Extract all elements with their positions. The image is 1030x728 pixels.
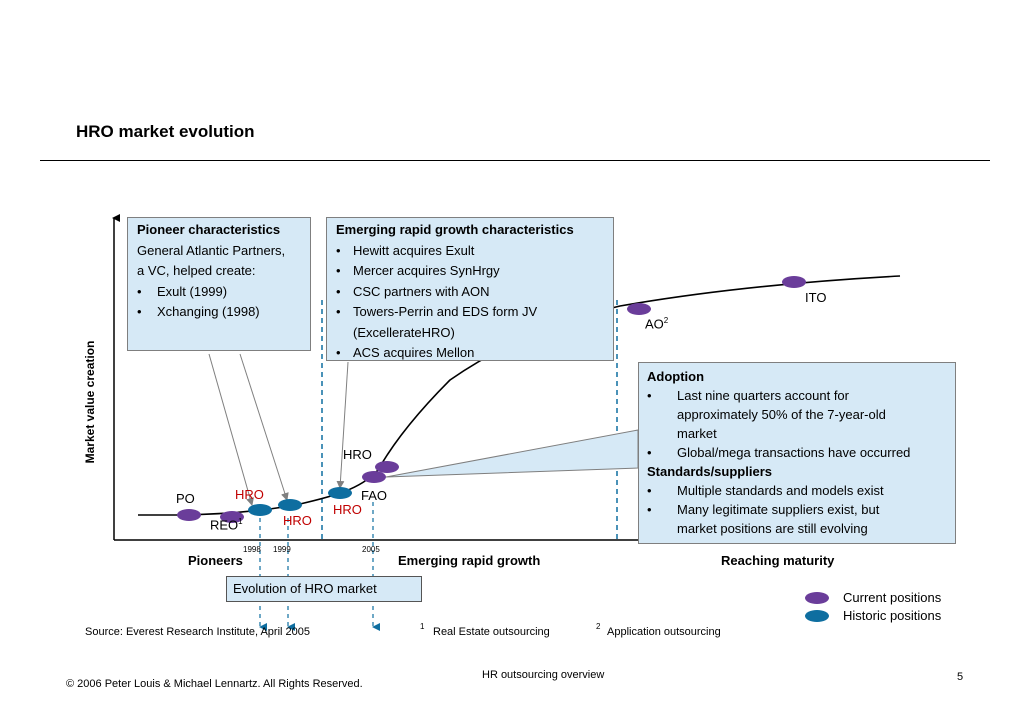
growth-bullet-continuation: (ExcellerateHRO) bbox=[353, 324, 455, 340]
marker-hro-current bbox=[375, 461, 399, 473]
standards-bullet: Multiple standards and models exist bbox=[647, 481, 955, 500]
phase-emerging: Emerging rapid growth bbox=[398, 553, 541, 568]
label-fao: FAO bbox=[361, 488, 388, 503]
label-hro-1999: HRO bbox=[283, 513, 312, 528]
phase-pioneers: Pioneers bbox=[188, 553, 243, 568]
legend-historic-swatch bbox=[805, 610, 829, 622]
growth-bullet: Hewitt acquires Exult bbox=[336, 241, 613, 262]
footnote-2-text: Application outsourcing bbox=[607, 626, 721, 638]
legend-current-swatch bbox=[805, 592, 829, 604]
standards-bullet-continuation: market positions are still evolving bbox=[677, 521, 868, 536]
page-number: 5 bbox=[957, 671, 964, 683]
marker-po-current bbox=[177, 509, 201, 521]
label-po: PO bbox=[176, 491, 195, 506]
adoption-bullet: Last nine quarters account for bbox=[647, 386, 955, 405]
label-reo-text: REO bbox=[210, 517, 239, 533]
footer-center: HR outsourcing overview bbox=[482, 669, 605, 681]
legend-historic-label: Historic positions bbox=[843, 608, 942, 623]
y-axis-label: Market value creation bbox=[83, 340, 97, 464]
label-reo: REO1 bbox=[210, 517, 243, 532]
growth-bullet: Mercer acquires SynHrgy bbox=[336, 261, 613, 282]
year-1999: 1999 bbox=[273, 545, 291, 554]
adoption-bullet: Global/mega transactions have occurred bbox=[647, 443, 955, 462]
marker-ao-current bbox=[627, 303, 651, 315]
marker-hro-1998-historic bbox=[248, 504, 272, 516]
pioneer-intro-line: a VC, helped create: bbox=[137, 263, 256, 278]
phase-maturity: Reaching maturity bbox=[721, 553, 835, 568]
label-ao: AO2 bbox=[645, 316, 668, 331]
growth-heading: Emerging rapid growth characteristics bbox=[336, 222, 574, 237]
page-title: HRO market evolution bbox=[76, 122, 255, 141]
label-ito: ITO bbox=[805, 290, 827, 305]
pioneer-characteristics-box: Pioneer characteristics General Atlantic… bbox=[127, 217, 311, 351]
pioneer-heading: Pioneer characteristics bbox=[137, 222, 281, 237]
label-hro-current: HRO bbox=[343, 447, 372, 462]
marker-hro-1999-historic bbox=[278, 499, 302, 511]
adoption-callout-tail bbox=[385, 429, 639, 478]
marker-reo-current bbox=[220, 511, 244, 523]
footnote-2-number: 2 bbox=[596, 622, 601, 631]
pointer-1998 bbox=[208, 353, 254, 506]
marker-hro-2005-historic bbox=[328, 487, 352, 499]
pioneer-bullet: Exult (1999) bbox=[137, 282, 310, 303]
label-hro-1998: HRO bbox=[235, 487, 264, 502]
adoption-bullet-continuation: approximately 50% of the 7-year-old bbox=[677, 407, 886, 422]
pointer-2005 bbox=[336, 361, 349, 489]
marker-ito-current bbox=[782, 276, 806, 288]
adoption-box: Adoption Last nine quarters account for … bbox=[638, 362, 956, 544]
pioneer-bullet: Xchanging (1998) bbox=[137, 302, 310, 323]
label-reo-footnote: 1 bbox=[238, 517, 243, 526]
label-hro-2005: HRO bbox=[333, 502, 362, 517]
pioneer-intro-line: General Atlantic Partners, bbox=[137, 242, 286, 258]
growth-bullet: ACS acquires Mellon bbox=[336, 343, 613, 364]
footer-copyright: © 2006 Peter Louis & Michael Lennartz. A… bbox=[66, 678, 363, 690]
source-note: Source: Everest Research Institute, Apri… bbox=[85, 626, 311, 638]
legend-current-label: Current positions bbox=[843, 590, 942, 605]
footnote-1-number: 1 bbox=[420, 622, 425, 631]
standards-heading: Standards/suppliers bbox=[647, 464, 772, 479]
marker-fao-current bbox=[362, 471, 386, 483]
year-1998: 1998 bbox=[243, 545, 261, 554]
growth-bullet: Towers-Perrin and EDS form JV bbox=[336, 302, 613, 323]
growth-bullet: CSC partners with AON bbox=[336, 282, 613, 303]
footnote-1-text: Real Estate outsourcing bbox=[433, 626, 550, 638]
evolution-label-box: Evolution of HRO market bbox=[226, 576, 422, 602]
year-2005: 2005 bbox=[362, 545, 380, 554]
label-ao-footnote: 2 bbox=[663, 316, 669, 325]
pointer-1999 bbox=[239, 353, 289, 501]
label-ao-text: AO bbox=[645, 316, 664, 332]
adoption-heading: Adoption bbox=[647, 369, 705, 384]
adoption-bullet-continuation: market bbox=[677, 426, 717, 441]
growth-characteristics-box: Emerging rapid growth characteristics He… bbox=[326, 217, 614, 364]
standards-bullet: Many legitimate suppliers exist, but bbox=[647, 500, 955, 519]
title-divider bbox=[40, 160, 990, 161]
